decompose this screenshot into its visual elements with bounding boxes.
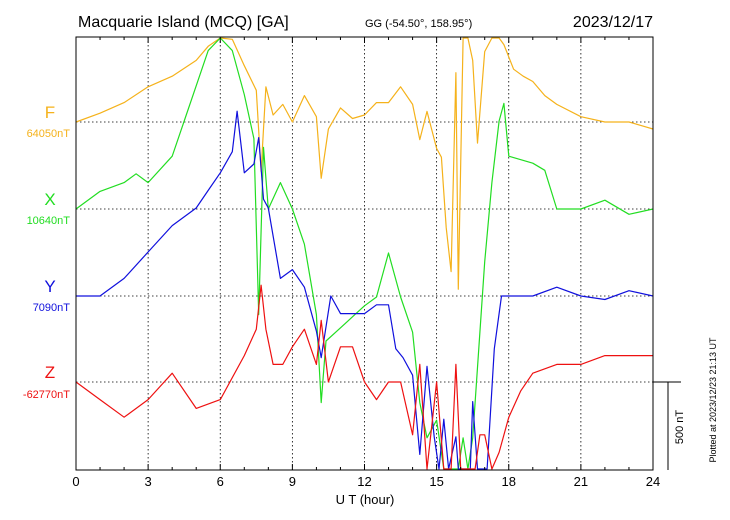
series-name-Z: Z — [45, 363, 55, 382]
series-name-Y: Y — [44, 277, 55, 296]
x-tick-label: 24 — [646, 474, 660, 489]
chart-coords: GG (-54.50°, 158.95°) — [365, 18, 472, 30]
scale-bar-label: 500 nT — [674, 410, 686, 445]
x-axis: 0 3 6 9 12 15 18 21 24 — [72, 37, 660, 489]
x-tick-label: 0 — [72, 474, 79, 489]
series-baseline-Z: -62770nT — [23, 389, 70, 401]
series-name-F: F — [45, 103, 55, 122]
x-tick-label: 21 — [574, 474, 588, 489]
labels-layer: F 64050nT X 10640nT Y 7090nT Z -62770nT — [23, 103, 70, 401]
series-line-Z — [75, 284, 653, 470]
series-baseline-X: 10640nT — [27, 215, 71, 227]
x-axis-label: U T (hour) — [336, 492, 395, 507]
series-line-Y — [76, 110, 654, 470]
scale-bar: 500 nT — [653, 381, 686, 470]
x-tick-label: 15 — [429, 474, 443, 489]
series-line-F — [75, 37, 654, 290]
x-tick-label: 9 — [289, 474, 296, 489]
x-tick-label: 12 — [357, 474, 371, 489]
grid — [76, 37, 653, 470]
series-name-X: X — [44, 190, 55, 209]
series-layer — [75, 37, 654, 470]
plotted-note: Plotted at 2023/12/23 21:13 UT — [708, 337, 718, 463]
x-tick-label: 18 — [502, 474, 516, 489]
series-baseline-Y: 7090nT — [33, 302, 71, 314]
x-tick-label: 3 — [145, 474, 152, 489]
chart-title: Macquarie Island (MCQ) [GA] — [78, 14, 289, 31]
series-baseline-F: 64050nT — [27, 128, 71, 140]
chart-date: 2023/12/17 — [573, 14, 653, 31]
x-tick-label: 6 — [217, 474, 224, 489]
series-line-X — [75, 37, 654, 470]
